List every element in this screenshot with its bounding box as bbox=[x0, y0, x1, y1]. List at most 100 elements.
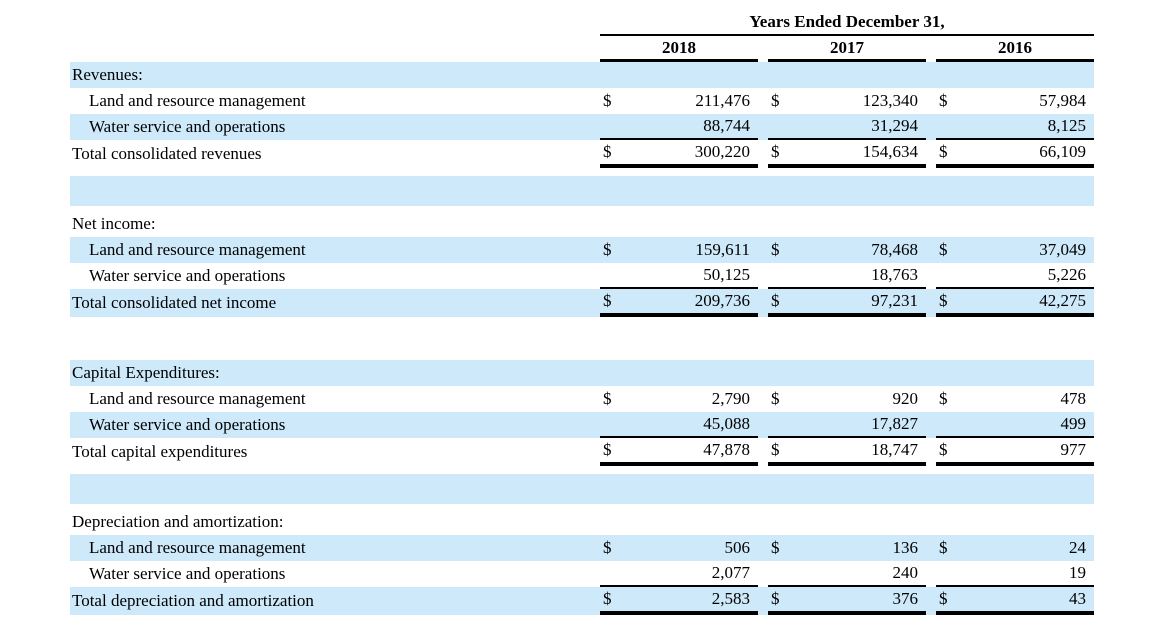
column-gap bbox=[926, 438, 936, 466]
dollar-sign: $ bbox=[939, 291, 948, 310]
column-gap bbox=[758, 88, 768, 114]
dollar-sign: $ bbox=[603, 440, 612, 459]
dollar-sign: $ bbox=[603, 389, 612, 408]
cell-2016: 8,125 bbox=[936, 114, 1094, 140]
table-header-title-row: Years Ended December 31, bbox=[70, 10, 1094, 36]
cell-value: 19 bbox=[1069, 563, 1086, 582]
net-income-total-row: Total consolidated net income $209,736 $… bbox=[70, 289, 1094, 317]
row-label: Water service and operations bbox=[89, 266, 286, 285]
section-label: Revenues: bbox=[72, 65, 143, 84]
revenues-water-row: Water service and operations 88,744 31,2… bbox=[70, 114, 1094, 140]
net-income-water-row: Water service and operations 50,125 18,7… bbox=[70, 263, 1094, 289]
section-spacer-band bbox=[70, 325, 1094, 355]
cell-value: 159,611 bbox=[695, 240, 750, 259]
capex-total-row: Total capital expenditures $47,878 $18,7… bbox=[70, 438, 1094, 466]
column-gap bbox=[926, 36, 936, 62]
header-spacer bbox=[70, 10, 600, 36]
cell-2016: $57,984 bbox=[936, 88, 1094, 114]
cell-value: 136 bbox=[892, 538, 919, 557]
dollar-sign: $ bbox=[771, 440, 780, 459]
cell-2018: $209,736 bbox=[600, 289, 758, 317]
dollar-sign: $ bbox=[771, 389, 780, 408]
cell-value: 18,747 bbox=[871, 440, 918, 459]
cell-2018: $2,790 bbox=[600, 386, 758, 412]
dollar-sign: $ bbox=[771, 240, 780, 259]
cell-value: 88,744 bbox=[703, 116, 750, 135]
cell-value: 78,468 bbox=[871, 240, 918, 259]
cell-value: 209,736 bbox=[694, 291, 750, 310]
cell-value: 2,077 bbox=[711, 563, 750, 582]
cell-value: 17,827 bbox=[871, 414, 918, 433]
year-column-2016: 2016 bbox=[936, 36, 1094, 62]
cell-2018: $159,611 bbox=[600, 237, 758, 263]
depreciation-land-row: Land and resource management $506 $136 $… bbox=[70, 535, 1094, 561]
column-gap bbox=[758, 587, 768, 615]
column-gap bbox=[758, 114, 768, 140]
total-label: Total depreciation and amortization bbox=[72, 591, 314, 610]
column-gap bbox=[926, 237, 936, 263]
cell-2018: 50,125 bbox=[600, 263, 758, 289]
column-gap bbox=[758, 263, 768, 289]
cell-value: 8,125 bbox=[1047, 116, 1086, 135]
capital-expenditures-section-header: Capital Expenditures: bbox=[70, 360, 1094, 386]
column-gap bbox=[926, 114, 936, 140]
dollar-sign: $ bbox=[939, 589, 948, 608]
cell-2016: $24 bbox=[936, 535, 1094, 561]
section-label: Depreciation and amortization: bbox=[72, 512, 284, 531]
cell-value: 211,476 bbox=[695, 91, 750, 110]
revenues-total-row: Total consolidated revenues $300,220 $15… bbox=[70, 140, 1094, 168]
cell-value: 37,049 bbox=[1039, 240, 1086, 259]
section-spacer-band bbox=[70, 176, 1094, 206]
column-gap bbox=[926, 289, 936, 317]
section-gap bbox=[70, 317, 1094, 325]
cell-2018: 45,088 bbox=[600, 412, 758, 438]
row-label: Land and resource management bbox=[89, 389, 306, 408]
column-gap bbox=[758, 561, 768, 587]
cell-2017: $18,747 bbox=[768, 438, 926, 466]
row-label: Land and resource management bbox=[89, 538, 306, 557]
dollar-sign: $ bbox=[939, 91, 948, 110]
row-label: Water service and operations bbox=[89, 415, 286, 434]
cell-2016: $66,109 bbox=[936, 140, 1094, 168]
cell-2017: 31,294 bbox=[768, 114, 926, 140]
cell-2016: 5,226 bbox=[936, 263, 1094, 289]
cell-2018: 88,744 bbox=[600, 114, 758, 140]
years-ended-title: Years Ended December 31, bbox=[600, 10, 1094, 36]
cell-2017: $78,468 bbox=[768, 237, 926, 263]
cell-2016: $478 bbox=[936, 386, 1094, 412]
cell-value: 123,340 bbox=[862, 91, 918, 110]
cell-value: 18,763 bbox=[871, 265, 918, 284]
total-label: Total capital expenditures bbox=[72, 442, 248, 461]
cell-2017: 240 bbox=[768, 561, 926, 587]
cell-2017: $136 bbox=[768, 535, 926, 561]
column-gap bbox=[926, 412, 936, 438]
header-spacer bbox=[70, 36, 600, 62]
cell-value: 977 bbox=[1060, 440, 1087, 459]
dollar-sign: $ bbox=[603, 142, 612, 161]
cell-2017: $97,231 bbox=[768, 289, 926, 317]
column-gap bbox=[758, 438, 768, 466]
cell-2018: $2,583 bbox=[600, 587, 758, 615]
column-gap bbox=[758, 36, 768, 62]
total-label: Total consolidated net income bbox=[72, 293, 277, 312]
cell-value: 47,878 bbox=[703, 440, 750, 459]
column-gap bbox=[926, 88, 936, 114]
capex-land-row: Land and resource management $2,790 $920… bbox=[70, 386, 1094, 412]
cell-2016: 19 bbox=[936, 561, 1094, 587]
cell-2018: $506 bbox=[600, 535, 758, 561]
column-gap bbox=[926, 587, 936, 615]
cell-value: 154,634 bbox=[862, 142, 918, 161]
dollar-sign: $ bbox=[771, 589, 780, 608]
depreciation-total-row: Total depreciation and amortization $2,5… bbox=[70, 587, 1094, 615]
year-column-2018: 2018 bbox=[600, 36, 758, 62]
cell-value: 97,231 bbox=[871, 291, 918, 310]
dollar-sign: $ bbox=[771, 91, 780, 110]
dollar-sign: $ bbox=[603, 589, 612, 608]
total-label: Total consolidated revenues bbox=[72, 144, 262, 163]
net-income-section-header: Net income: bbox=[70, 211, 1094, 237]
section-gap bbox=[70, 466, 1094, 474]
section-spacer-band bbox=[70, 474, 1094, 504]
column-gap bbox=[926, 535, 936, 561]
dollar-sign: $ bbox=[603, 91, 612, 110]
cell-value: 920 bbox=[892, 389, 919, 408]
